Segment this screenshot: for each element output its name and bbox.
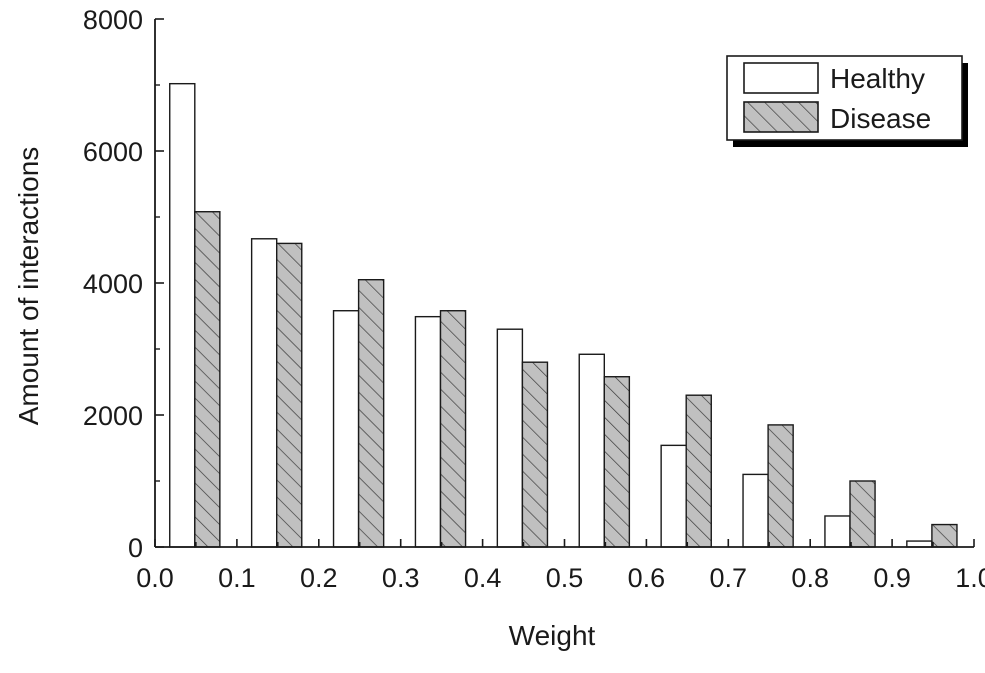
legend: Healthy Disease — [726, 55, 968, 147]
bar-disease-6 — [685, 394, 712, 548]
bar-disease-4 — [521, 361, 549, 548]
y-tick-label-0: 0 — [128, 533, 143, 563]
bar-healthy-6 — [660, 444, 687, 548]
bar-healthy-0 — [169, 82, 196, 548]
x-tick-label-5: 0.5 — [546, 563, 584, 593]
y-tick-label-3: 6000 — [83, 137, 143, 167]
x-tick-label-2: 0.2 — [300, 563, 338, 593]
bar-healthy-3 — [414, 315, 442, 548]
y-tick-label-2: 4000 — [83, 269, 143, 299]
bar-disease-7 — [767, 424, 794, 548]
bar-disease-2 — [357, 279, 385, 548]
bar-disease-1 — [276, 242, 303, 548]
x-tick-label-1: 0.1 — [218, 563, 256, 593]
x-tick-label-8: 0.8 — [791, 563, 829, 593]
x-tick-label-0: 0.0 — [136, 563, 174, 593]
legend-label-healthy: Healthy — [830, 63, 925, 94]
x-tick-label-9: 0.9 — [873, 563, 911, 593]
x-tick-label-4: 0.4 — [464, 563, 502, 593]
y-tick-label-4: 8000 — [83, 5, 143, 35]
bar-healthy-7 — [742, 473, 769, 548]
bar-disease-5 — [603, 376, 631, 548]
bar-healthy-4 — [496, 328, 524, 548]
bar-healthy-2 — [332, 310, 360, 548]
bar-disease-9 — [931, 523, 958, 548]
y-axis-title: Amount of interactions — [13, 147, 44, 426]
legend-swatch-disease — [743, 101, 819, 133]
ticks-layer: 0.0 0.1 0.2 0.3 0.4 0.5 0.6 0.7 0.8 0.9 1.0 0 2000 40… — [83, 5, 985, 593]
legend-swatch-healthy — [743, 62, 819, 94]
bars-layer — [169, 82, 958, 548]
bar-healthy-1 — [250, 238, 278, 548]
x-axis-title: Weight — [509, 620, 596, 651]
x-tick-label-7: 0.7 — [710, 563, 748, 593]
bar-healthy-5 — [578, 353, 605, 548]
y-tick-label-1: 2000 — [83, 401, 143, 431]
x-tick-label-6: 0.6 — [628, 563, 666, 593]
bar-healthy-8 — [824, 515, 851, 548]
bar-disease-3 — [439, 310, 467, 548]
bar-disease-8 — [849, 480, 876, 548]
x-tick-label-3: 0.3 — [382, 563, 420, 593]
bar-disease-0 — [194, 211, 221, 548]
legend-label-disease: Disease — [830, 103, 931, 134]
x-tick-label-10: 1.0 — [955, 563, 985, 593]
